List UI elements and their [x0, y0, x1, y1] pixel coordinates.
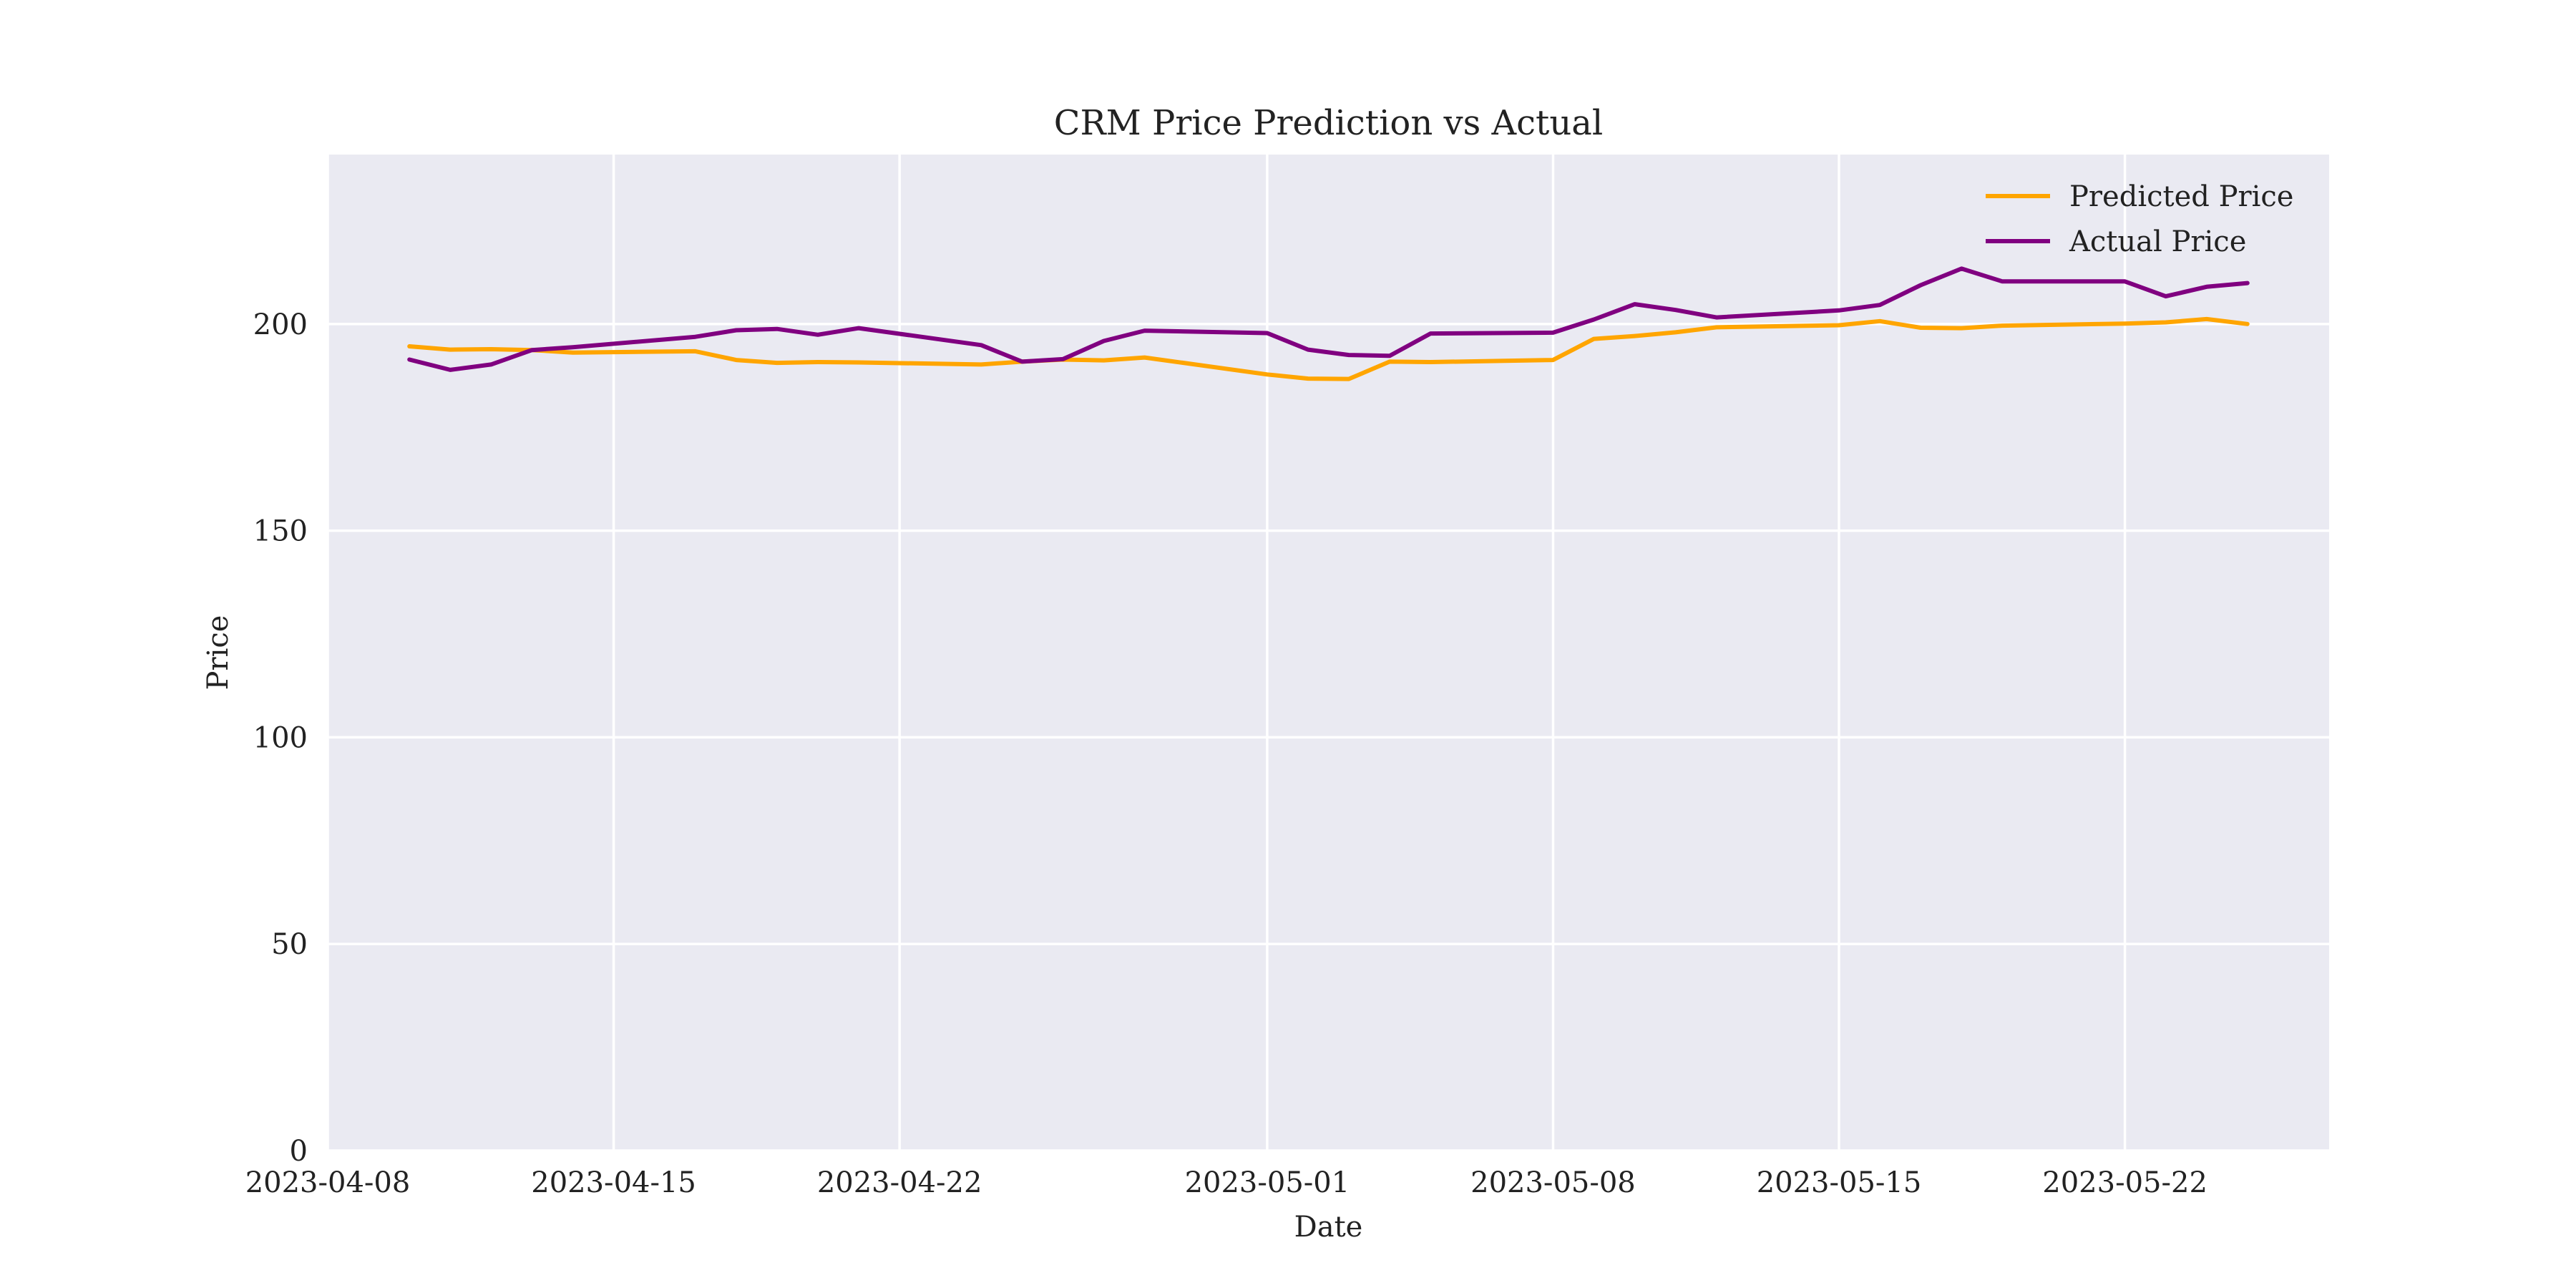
x-tick-label: 2023-05-01	[1185, 1166, 1350, 1199]
y-axis-label: Price	[202, 615, 235, 691]
y-tick-label: 100	[253, 721, 308, 754]
series-lines	[407, 266, 2250, 381]
legend: Predicted Price Actual Price	[1986, 180, 2293, 258]
series-line	[407, 316, 2250, 381]
y-tick-label: 200	[253, 308, 308, 341]
x-tick-label: 2023-05-15	[1757, 1166, 1922, 1199]
tick-labels: 0 50 100 150 200 2023-04-08 2023-04-15 2023-04-…	[245, 308, 2207, 1199]
y-tick-label: 150	[253, 515, 308, 548]
chart-title: CRM Price Prediction vs Actual	[1054, 103, 1603, 143]
series-line	[407, 266, 2250, 372]
x-axis-label: Date	[1294, 1211, 1363, 1244]
legend-label: Predicted Price	[2069, 180, 2293, 213]
x-tick-label: 2023-04-08	[245, 1166, 411, 1199]
grid-lines	[326, 155, 2329, 1152]
x-tick-label: 2023-04-22	[817, 1166, 982, 1199]
y-tick-label: 0	[290, 1135, 308, 1168]
legend-label: Actual Price	[2069, 225, 2246, 258]
x-tick-label: 2023-05-22	[2042, 1166, 2207, 1199]
x-tick-label: 2023-05-08	[1470, 1166, 1636, 1199]
plot-area	[328, 155, 2329, 1151]
y-tick-label: 50	[271, 928, 308, 961]
x-tick-label: 2023-04-15	[531, 1166, 696, 1199]
